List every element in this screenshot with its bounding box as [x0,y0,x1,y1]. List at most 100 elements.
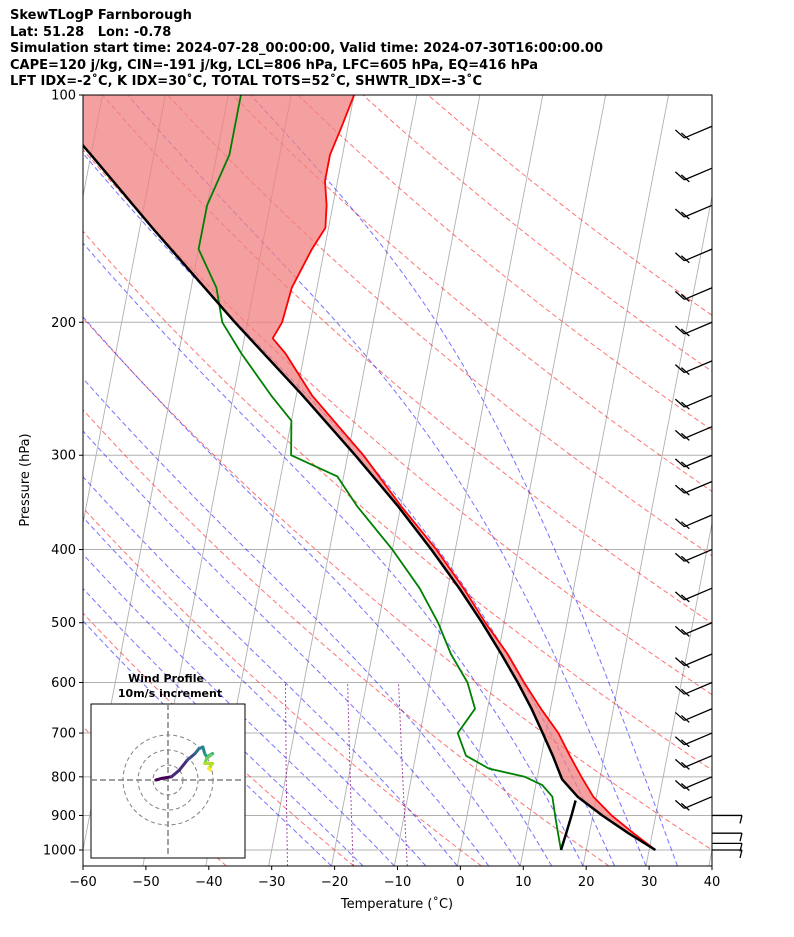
inset-title: Wind Profile [128,672,204,685]
moist-adiabat-line [83,316,553,866]
hodograph-segment [170,768,181,779]
wind-barb [674,653,713,669]
wind-barb [674,681,713,697]
wind-barb [674,321,713,337]
isotherm-line [456,95,607,866]
location-line: Lat: 51.28 Lon: -0.78 [10,24,172,40]
y-tick-label: 800 [51,770,76,785]
wind-barb [674,426,713,441]
isotherm-line [83,95,103,199]
moist-adiabat-line [83,620,332,866]
indices-line: LFT IDX=-2˚C, K IDX=30˚C, TOTAL TOTS=52˚… [10,74,483,89]
dewpoint-line [197,95,562,851]
wind-barb [712,832,743,842]
inset-subtitle: 10m/s increment [118,687,222,700]
wind-barb [712,849,743,859]
mixing-ratio-line [398,682,408,866]
wind-barb [674,167,713,183]
wind-barb [674,287,713,302]
moist-adiabat-line [83,516,427,866]
y-tick-label: 600 [51,676,76,691]
wind-barb [674,548,713,564]
wind-barb [674,360,713,376]
moist-adiabat-line [83,430,490,866]
x-tick-label: −60 [69,875,96,890]
moist-adiabat-line [83,553,395,866]
dry-adiabat-line [83,317,712,851]
x-tick-label: −20 [321,875,348,890]
moist-adiabat-line [250,95,678,866]
wind-barb [674,394,713,410]
isotherm-line [83,95,166,526]
wind-profile-inset: Wind Profile 10m/s increment [90,672,246,859]
isotherm-line [519,95,670,866]
wind-barb [674,480,713,496]
hodograph-segment [177,758,189,772]
wind-barb [674,755,713,770]
isotherm-line [393,95,544,866]
isotherm-line [645,520,712,866]
x-tick-label: 40 [704,875,721,890]
x-tick-label: −10 [384,875,411,890]
chart-header: SkewTLogP Farnborough Lat: 51.28 Lon: -0… [10,8,790,91]
mixing-ratio-line [347,682,354,866]
y-tick-label: 700 [51,727,76,742]
x-axis-title: Temperature (˚C) [340,896,453,912]
wind-barb [674,732,713,748]
cin-area [83,95,655,850]
hodograph-segment [160,775,174,780]
chart-title: SkewTLogP Farnborough [10,8,192,23]
wind-barb [674,708,713,723]
hodograph-segment [207,766,213,772]
dry-adiabat-line [83,409,610,866]
simulation-time-line: Simulation start time: 2024-07-28_00:00:… [10,41,603,56]
x-tick-label: 30 [641,875,658,890]
wind-barb [674,587,713,603]
dry-adiabat-line [83,612,355,866]
dry-adiabat-line [83,148,712,696]
isotherm-line [772,95,794,866]
moist-adiabat-line [127,95,647,866]
isotherm-line [708,847,712,866]
dry-adiabat-line [297,95,712,431]
y-tick-label: 300 [51,449,76,464]
parcel-line [83,143,657,852]
wind-barb [674,776,713,792]
y-tick-label: 200 [51,316,76,331]
dry-adiabat-line [362,95,712,373]
wind-barb [674,514,713,530]
wind-barb [674,622,713,637]
temperature-line [271,95,656,851]
isotherm-line [268,95,418,866]
cape-line: CAPE=120 j/kg, CIN=-191 j/kg, LCL=806 hP… [10,57,538,73]
wind-barb [674,248,713,264]
x-tick-label: −50 [132,875,159,890]
dry-adiabat-line [232,95,712,493]
dry-adiabat-line [83,230,712,771]
isotherm-line [582,193,712,866]
dry-adiabat-line [167,95,712,557]
wind-barb [674,204,713,220]
y-tick-label: 100 [51,89,76,104]
moist-adiabat-line [83,587,364,866]
y-tick-label: 400 [51,543,76,558]
y-tick-label: 1000 [43,844,76,859]
parcel-low-line [559,800,577,851]
wind-barb [674,454,713,470]
moist-adiabat-line [83,377,521,866]
x-tick-label: 0 [456,875,464,890]
isotherm-line [331,95,481,866]
x-tick-label: −40 [195,875,222,890]
y-axis-title: Pressure (hPa) [18,433,33,526]
wind-barb [712,842,743,852]
mixing-ratio-line [285,682,288,866]
x-tick-label: 10 [515,875,532,890]
wind-barb [712,814,743,824]
x-tick-label: −30 [258,875,285,890]
y-tick-label: 900 [51,809,76,824]
wind-barb [674,796,713,811]
x-tick-label: 20 [578,875,595,890]
dry-adiabat-line [427,95,712,316]
wind-barb [674,125,713,141]
